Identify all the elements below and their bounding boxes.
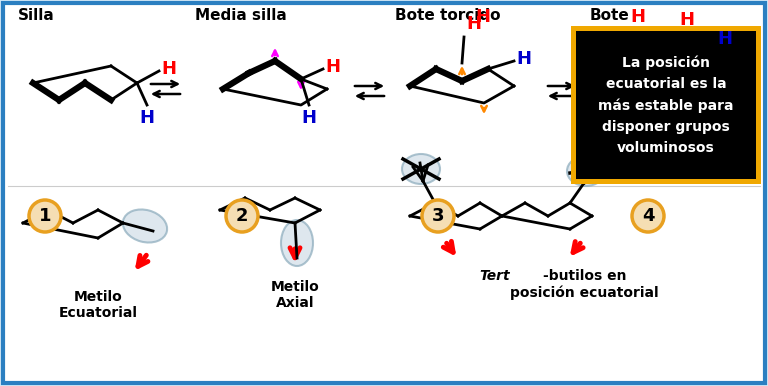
Bar <box>576 31 756 179</box>
Text: Silla: Silla <box>18 8 55 23</box>
Text: 4: 4 <box>642 207 654 225</box>
Text: 2: 2 <box>236 207 248 225</box>
Circle shape <box>29 200 61 232</box>
Text: H: H <box>516 50 531 68</box>
Text: 3: 3 <box>432 207 444 225</box>
Circle shape <box>422 200 454 232</box>
Text: Media silla: Media silla <box>195 8 286 23</box>
Ellipse shape <box>281 220 313 266</box>
Text: Bote: Bote <box>590 8 630 23</box>
Text: H: H <box>717 30 732 48</box>
Ellipse shape <box>402 154 440 184</box>
Ellipse shape <box>123 210 167 242</box>
Text: H: H <box>325 58 340 76</box>
Text: H: H <box>466 15 481 33</box>
Text: Tert: Tert <box>479 269 510 283</box>
Text: H: H <box>630 8 645 26</box>
Circle shape <box>226 200 258 232</box>
Bar <box>571 26 761 184</box>
Text: H: H <box>475 8 490 26</box>
Text: Metilo
Axial: Metilo Axial <box>270 280 319 310</box>
Text: H: H <box>161 60 176 78</box>
Text: Bote torcido: Bote torcido <box>395 8 501 23</box>
Text: H: H <box>680 11 694 29</box>
Text: Metilo
Ecuatorial: Metilo Ecuatorial <box>58 290 137 320</box>
Text: 1: 1 <box>38 207 51 225</box>
Text: La posición
ecuatorial es la
más estable para
disponer grupos
voluminosos: La posición ecuatorial es la más estable… <box>598 55 733 155</box>
Circle shape <box>632 200 664 232</box>
Ellipse shape <box>567 156 605 186</box>
Text: -butilos en
posición ecuatorial: -butilos en posición ecuatorial <box>510 269 659 300</box>
Text: H: H <box>140 109 154 127</box>
Text: H: H <box>302 109 316 127</box>
